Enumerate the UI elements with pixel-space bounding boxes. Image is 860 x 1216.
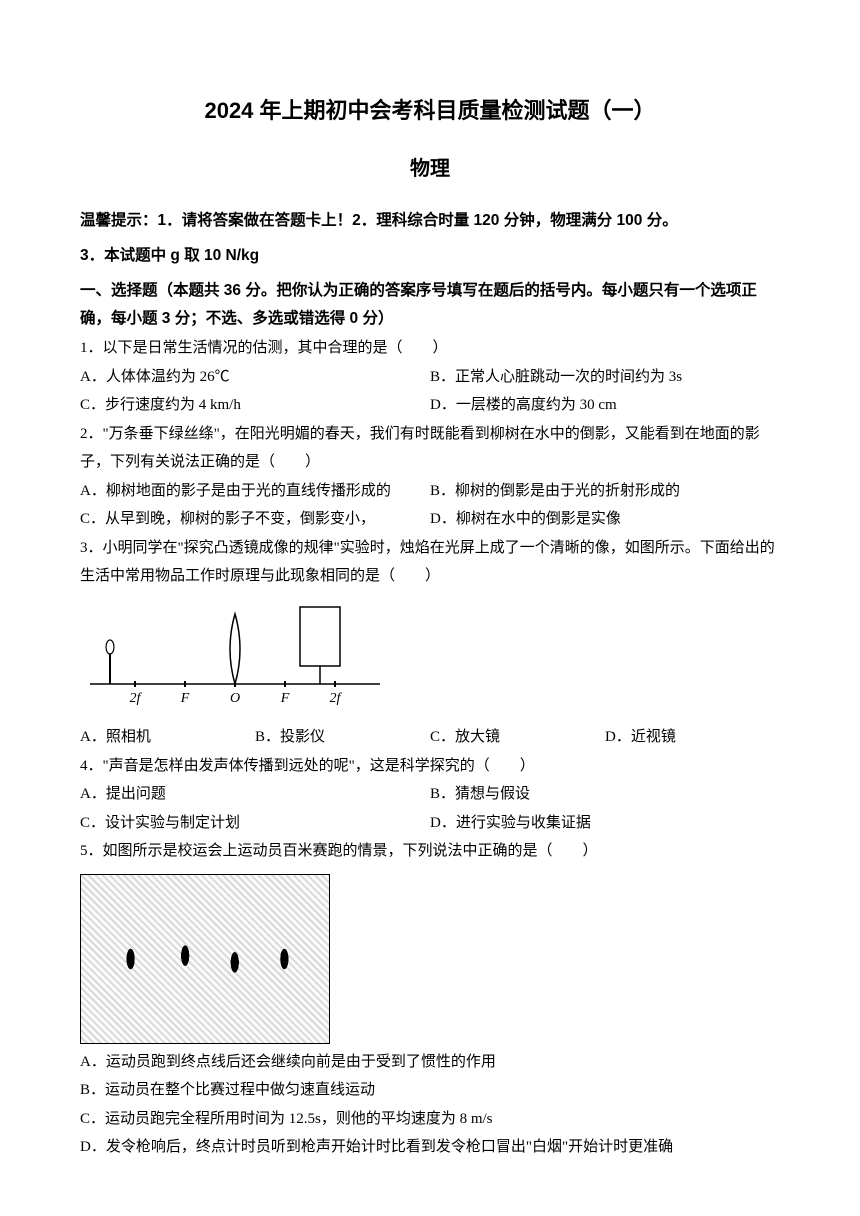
q3-option-d: D．近视镜 [605, 723, 780, 752]
q5-option-d: D．发令枪响后，终点计时员听到枪声开始计时比看到发令枪口冒出"白烟"开始计时更准… [80, 1133, 780, 1162]
q2-option-a: A．柳树地面的影子是由于光的直线传播形成的 [80, 477, 430, 506]
q1-option-a: A．人体体温约为 26℃ [80, 363, 430, 392]
q4-options-row2: C．设计实验与制定计划 D．进行实验与收集证据 [80, 809, 780, 838]
instruction-line-1: 温馨提示：1．请将答案做在答题卡上！2．理科综合时量 120 分钟，物理满分 1… [80, 206, 780, 235]
q5-option-a: A．运动员跑到终点线后还会继续向前是由于受到了惯性的作用 [80, 1048, 780, 1077]
title-subject: 物理 [80, 150, 780, 188]
q3-stem: 3．小明同学在"探究凸透镜成像的规律"实验时，烛焰在光屏上成了一个清晰的像，如图… [80, 534, 780, 591]
q2-stem: 2．"万条垂下绿丝绦"，在阳光明媚的春天，我们有时既能看到柳树在水中的倒影，又能… [80, 420, 780, 477]
q2-options-row2: C．从早到晚，柳树的影子不变，倒影变小， D．柳树在水中的倒影是实像 [80, 505, 780, 534]
q1-stem: 1．以下是日常生活情况的估测，其中合理的是（ ） [80, 334, 780, 363]
title-main: 2024 年上期初中会考科目质量检测试题（一） [80, 90, 780, 132]
q2-option-d: D．柳树在水中的倒影是实像 [430, 505, 780, 534]
q4-stem: 4．"声音是怎样由发声体传播到远处的呢"，这是科学探究的（ ） [80, 752, 780, 781]
q4-options-row1: A．提出问题 B．猜想与假设 [80, 780, 780, 809]
svg-text:F: F [280, 691, 290, 706]
q5-figure-runners [80, 874, 330, 1044]
q1-options-row1: A．人体体温约为 26℃ B．正常人心脏跳动一次的时间约为 3s [80, 363, 780, 392]
q2-option-b: B．柳树的倒影是由于光的折射形成的 [430, 477, 780, 506]
svg-text:2f: 2f [330, 691, 343, 706]
q5-stem: 5．如图所示是校运会上运动员百米赛跑的情景，下列说法中正确的是（ ） [80, 837, 780, 866]
q1-option-b: B．正常人心脏跳动一次的时间约为 3s [430, 363, 780, 392]
q3-figure-lens-diagram: 2f F O F 2f [80, 599, 780, 720]
svg-text:2f: 2f [130, 691, 143, 706]
q5-row-d: D．发令枪响后，终点计时员听到枪声开始计时比看到发令枪口冒出"白烟"开始计时更准… [80, 1133, 780, 1162]
q5-row-b: B．运动员在整个比赛过程中做匀速直线运动 [80, 1076, 780, 1105]
q1-option-c: C．步行速度约为 4 km/h [80, 391, 430, 420]
q5-option-b: B．运动员在整个比赛过程中做匀速直线运动 [80, 1076, 780, 1105]
q3-options-row: A．照相机 B．投影仪 C．放大镜 D．近视镜 [80, 723, 780, 752]
instruction-line-2: 3．本试题中 g 取 10 N/kg [80, 241, 780, 270]
q5-row-c: C．运动员跑完全程所用时间为 12.5s，则他的平均速度为 8 m/s [80, 1105, 780, 1134]
q2-option-c: C．从早到晚，柳树的影子不变，倒影变小， [80, 505, 430, 534]
q3-option-a: A．照相机 [80, 723, 255, 752]
q5-option-c: C．运动员跑完全程所用时间为 12.5s，则他的平均速度为 8 m/s [80, 1105, 780, 1134]
q3-option-b: B．投影仪 [255, 723, 430, 752]
svg-text:O: O [230, 691, 240, 706]
lens-svg: 2f F O F 2f [80, 599, 390, 709]
q4-option-a: A．提出问题 [80, 780, 430, 809]
svg-text:F: F [180, 691, 190, 706]
q4-option-c: C．设计实验与制定计划 [80, 809, 430, 838]
q1-options-row2: C．步行速度约为 4 km/h D．一层楼的高度约为 30 cm [80, 391, 780, 420]
q4-option-d: D．进行实验与收集证据 [430, 809, 780, 838]
q1-option-d: D．一层楼的高度约为 30 cm [430, 391, 780, 420]
section-1-heading: 一、选择题（本题共 36 分。把你认为正确的答案序号填写在题后的括号内。每小题只… [80, 277, 780, 333]
q5-row-a: A．运动员跑到终点线后还会继续向前是由于受到了惯性的作用 [80, 1048, 780, 1077]
q4-option-b: B．猜想与假设 [430, 780, 780, 809]
q2-options-row1: A．柳树地面的影子是由于光的直线传播形成的 B．柳树的倒影是由于光的折射形成的 [80, 477, 780, 506]
q3-option-c: C．放大镜 [430, 723, 605, 752]
